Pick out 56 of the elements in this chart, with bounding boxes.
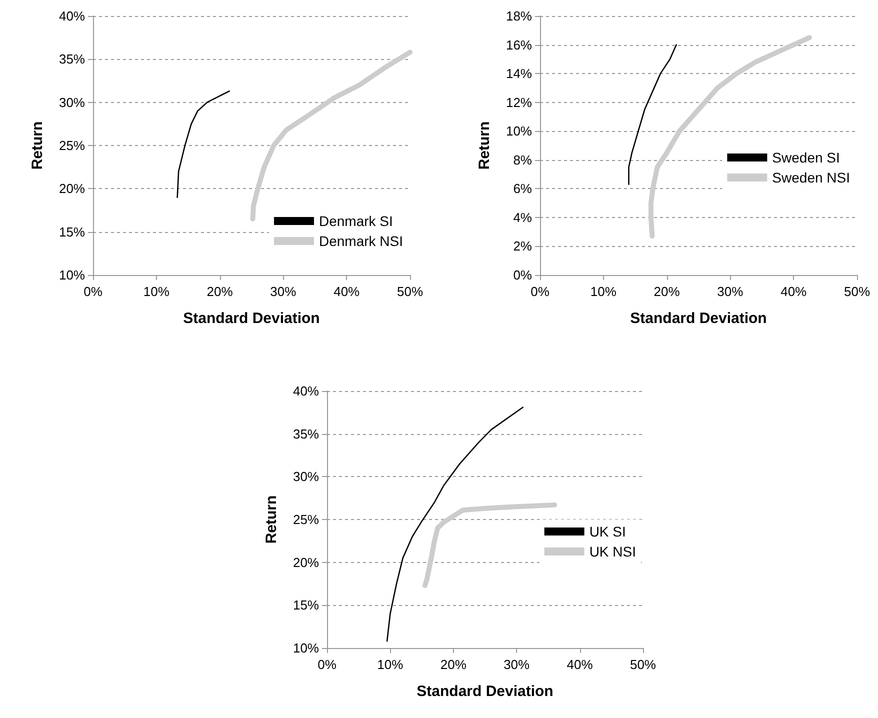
x-tick-label: 40%	[780, 284, 808, 299]
y-tick-label: 0%	[513, 268, 532, 282]
x-tick-label: 10%	[590, 284, 617, 299]
y-tick-label: 30%	[58, 94, 86, 110]
y-tick-label: 14%	[506, 66, 532, 82]
y-tick-label: 18%	[506, 8, 532, 24]
x-tick-label: 40%	[566, 657, 594, 672]
x-tick-label: 20%	[440, 657, 467, 672]
y-tick-label: 20%	[58, 181, 86, 196]
x-tick-label: 20%	[654, 284, 680, 299]
legend-label: UK SI	[589, 524, 626, 540]
y-tick-label: 35%	[58, 52, 86, 67]
y-axis-title: Return	[476, 121, 493, 170]
y-tick-label: 25%	[292, 512, 320, 527]
y-tick-label: 40%	[292, 384, 320, 398]
legend-label: Denmark SI	[318, 213, 393, 229]
x-tick-label: 30%	[270, 284, 297, 299]
y-axis-title: Return	[263, 495, 280, 544]
y-tick-label: 25%	[58, 138, 86, 153]
y-tick-label: 16%	[506, 37, 532, 52]
line-series	[176, 90, 230, 198]
legend-label: Sweden NSI	[772, 170, 850, 186]
x-axis-title: Standard Deviation	[183, 310, 320, 327]
y-tick-label: 15%	[292, 598, 320, 613]
y-tick-label: 20%	[292, 554, 320, 570]
x-axis-title: Standard Deviation	[416, 683, 554, 700]
legend-label: Denmark NSI	[318, 233, 404, 249]
y-tick-label: 8%	[513, 152, 532, 168]
x-tick-label: 0%	[530, 284, 550, 299]
x-tick-label: 0%	[318, 657, 337, 672]
y-tick-label: 10%	[506, 124, 532, 139]
x-axis-title: Standard Deviation	[630, 310, 767, 327]
y-tick-label: 15%	[58, 224, 86, 240]
y-tick-label: 35%	[292, 426, 320, 442]
line-series	[628, 44, 677, 185]
y-tick-label: 12%	[506, 94, 532, 110]
x-tick-label: 10%	[377, 657, 404, 672]
x-tick-label: 20%	[206, 284, 234, 299]
y-tick-label: 10%	[292, 640, 320, 656]
y-tick-label: 30%	[292, 469, 320, 484]
line-series	[386, 406, 524, 642]
x-tick-label: 50%	[630, 657, 656, 672]
y-tick-label: 4%	[513, 210, 532, 225]
y-axis-title: Return	[29, 121, 46, 170]
x-tick-label: 0%	[84, 284, 103, 299]
y-tick-label: 10%	[58, 268, 86, 282]
legend-label: Sweden SI	[772, 150, 840, 166]
x-tick-label: 50%	[396, 284, 424, 299]
y-tick-label: 40%	[58, 8, 86, 24]
y-tick-label: 2%	[513, 238, 532, 254]
x-tick-label: 10%	[143, 284, 170, 299]
y-tick-label: 6%	[513, 181, 532, 196]
x-tick-label: 40%	[334, 284, 360, 299]
x-tick-label: 30%	[717, 284, 744, 299]
x-tick-label: 50%	[844, 284, 870, 299]
legend-label: UK NSI	[589, 544, 636, 560]
